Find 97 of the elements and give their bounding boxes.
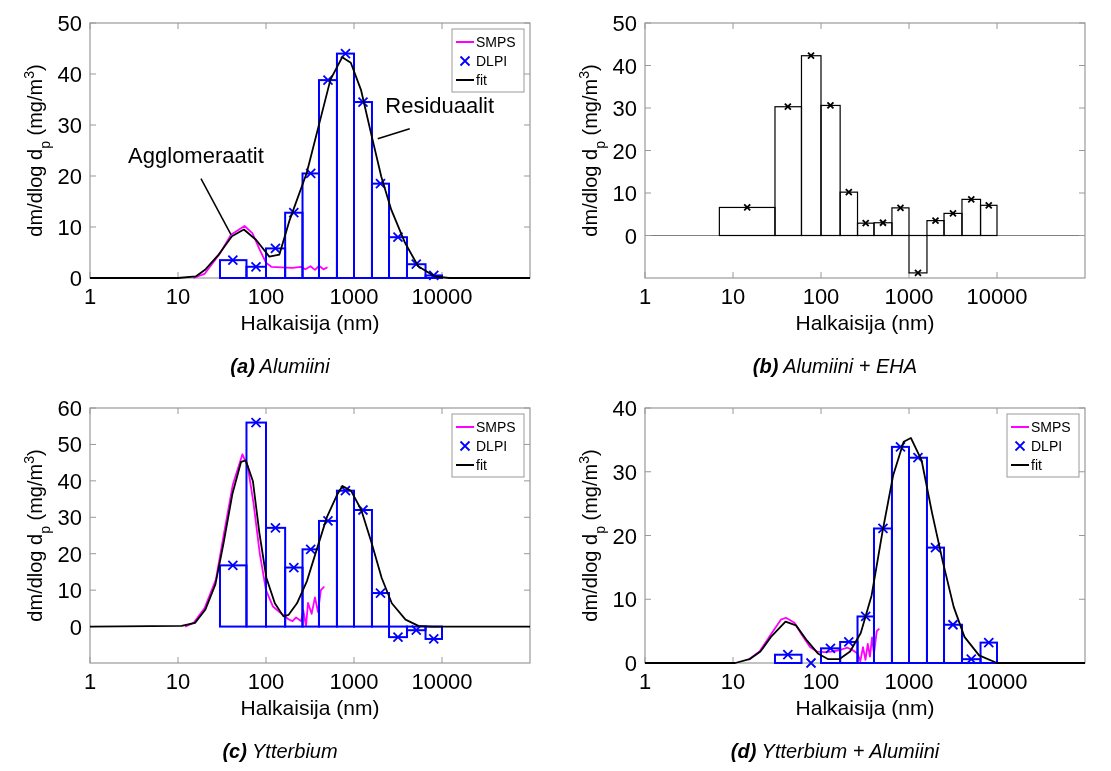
x-tick-label: 1000: [884, 669, 934, 694]
y-tick-label: 40: [57, 468, 82, 494]
x-tick-label: 1000: [329, 284, 379, 309]
y-tick-label: 0: [69, 614, 82, 640]
point: [270, 522, 281, 534]
point: [912, 452, 924, 464]
point: [270, 243, 281, 254]
point: [877, 523, 889, 534]
point: [357, 96, 369, 108]
y-tick-label: 10: [612, 587, 637, 613]
point: [947, 619, 959, 631]
point: [428, 633, 440, 645]
annotation: Agglomeraatit: [128, 142, 264, 168]
x-axis-title: Halkaisija (nm): [240, 311, 380, 334]
x-tick-label: 10: [720, 669, 746, 694]
y-tick-label: 20: [612, 138, 637, 164]
point: [375, 587, 386, 599]
point: [428, 270, 440, 281]
point: [305, 543, 317, 555]
point: [930, 542, 941, 554]
x-tick-label: 1: [638, 284, 652, 309]
y-tick-label: 20: [57, 541, 82, 567]
text: (a) Alumiini: [230, 355, 331, 377]
point: [843, 636, 855, 648]
point: [860, 611, 872, 622]
point: [250, 417, 262, 428]
x-tick-label: 1: [83, 284, 97, 309]
legend-label: fit: [476, 457, 487, 473]
y-tick-label: 10: [57, 215, 82, 240]
y-tick-label: 40: [57, 62, 82, 87]
x-tick-label: 1: [638, 669, 652, 694]
x-tick-label: 100: [247, 284, 285, 309]
legend-label: DLPI: [476, 438, 508, 454]
y-tick-label: 30: [612, 96, 637, 121]
x-tick-label: 100: [247, 669, 285, 694]
x-tick-label: 10000: [411, 669, 473, 694]
point: [340, 485, 351, 497]
x-axis-title: Halkaisija (nm): [240, 696, 380, 719]
point: [392, 231, 404, 243]
point: [965, 653, 977, 665]
x-tick-label: 10000: [966, 284, 1028, 309]
text: (d) Ytterbium + Alumiini: [730, 740, 940, 762]
point: [826, 101, 835, 110]
y-tick-label: 20: [612, 523, 637, 549]
legend-label: SMPS: [476, 34, 516, 50]
point: [322, 515, 334, 527]
y-tick-label: 0: [624, 223, 637, 249]
point: [357, 504, 369, 516]
y-tick-label: 20: [57, 164, 82, 189]
point: [931, 216, 940, 225]
x-axis-title: Halkaisija (nm): [795, 696, 935, 719]
x-tick-label: 1: [83, 669, 97, 694]
y-tick-label: 60: [57, 396, 82, 421]
y-tick-label: 50: [57, 11, 82, 36]
annotation: Residuaalit: [385, 92, 495, 118]
x-tick-label: 10000: [411, 284, 473, 309]
y-tick-label: 10: [612, 181, 637, 206]
point: [983, 637, 995, 648]
y-tick-label: 0: [69, 266, 82, 291]
legend-label: DLPI: [476, 53, 508, 69]
y-tick-label: 50: [612, 11, 637, 36]
text: (c) Ytterbium: [222, 740, 338, 762]
point: [895, 441, 906, 453]
text: (b) Alumiini + EHA: [752, 355, 918, 377]
legend-label: SMPS: [476, 419, 516, 435]
y-tick-label: 30: [612, 459, 637, 485]
point: [288, 562, 300, 573]
x-tick-label: 1000: [329, 669, 379, 694]
x-axis-title: Halkaisija (nm): [795, 311, 935, 334]
x-tick-label: 10000: [966, 669, 1028, 694]
point: [410, 624, 422, 636]
x-tick-label: 100: [802, 669, 840, 694]
y-tick-label: 40: [612, 53, 637, 79]
point: [322, 74, 334, 86]
legend-label: fit: [1031, 457, 1042, 473]
x-tick-label: 10: [720, 284, 746, 309]
y-tick-label: 30: [57, 505, 82, 531]
legend-label: DLPI: [1031, 438, 1063, 454]
y-tick-label: 0: [624, 651, 637, 676]
point: [914, 269, 922, 277]
y-tick-label: 40: [612, 396, 637, 421]
x-tick-label: 10: [165, 284, 191, 309]
point: [805, 657, 817, 669]
x-tick-label: 1000: [884, 284, 934, 309]
y-tick-label: 10: [57, 578, 82, 604]
point: [340, 48, 351, 59]
x-tick-label: 10: [165, 669, 191, 694]
point: [375, 178, 386, 190]
x-tick-label: 100: [802, 284, 840, 309]
y-tick-label: 50: [57, 432, 82, 458]
y-tick-label: 30: [57, 113, 82, 138]
point: [305, 168, 317, 179]
point: [410, 258, 422, 270]
point: [288, 207, 300, 219]
legend-label: fit: [476, 72, 487, 88]
point: [825, 642, 836, 654]
legend-label: SMPS: [1031, 419, 1071, 435]
